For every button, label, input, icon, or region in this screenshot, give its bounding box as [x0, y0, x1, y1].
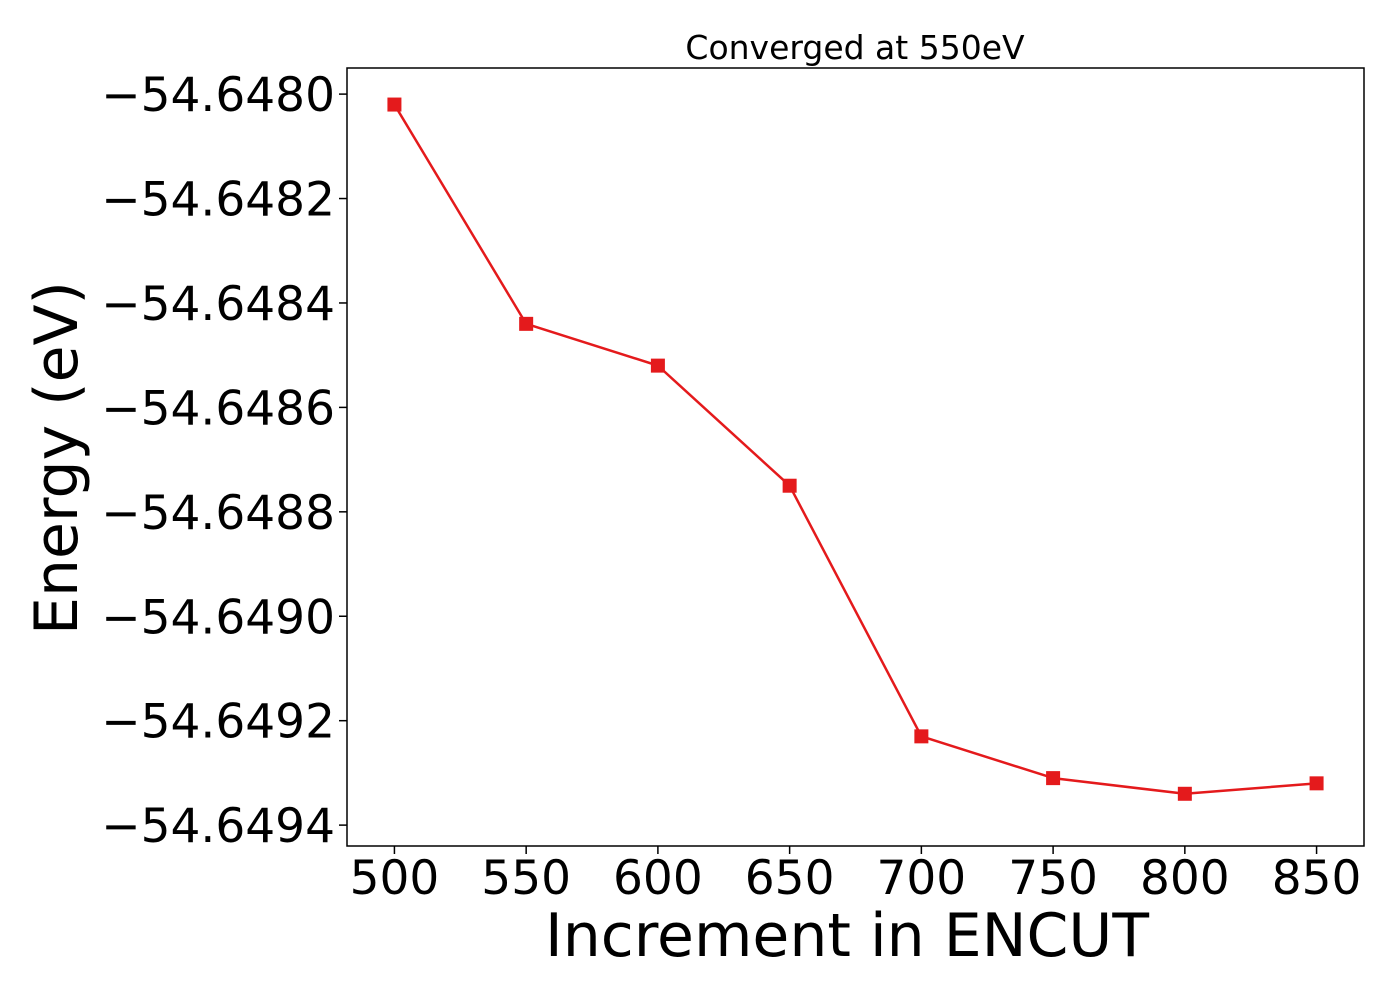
plot-area: [387, 97, 1324, 801]
x-tick-label: 800: [1140, 851, 1230, 906]
y-tick-label: −54.6486: [101, 381, 335, 436]
y-tick-label: −54.6482: [101, 173, 335, 228]
data-point-marker: [650, 358, 665, 373]
x-axis: 500 550 600 650 700 750 800 850: [350, 846, 1362, 906]
plot-frame: [346, 67, 1365, 847]
y-tick-label: −54.6480: [101, 68, 335, 123]
x-tick-label: 750: [1008, 851, 1098, 906]
x-tick-label: 600: [613, 851, 703, 906]
data-point-marker: [1309, 776, 1324, 791]
data-point-marker: [519, 316, 534, 331]
data-point-marker: [1177, 786, 1192, 801]
data-point-marker: [782, 478, 797, 493]
x-tick-label: 550: [481, 851, 571, 906]
x-tick-label: 850: [1272, 851, 1362, 906]
y-tick-label: −54.6492: [101, 695, 335, 750]
series-line: [393, 103, 1317, 796]
x-tick-label: 500: [350, 851, 440, 906]
y-tick-label: −54.6484: [101, 277, 335, 332]
x-tick-label: 650: [745, 851, 835, 906]
y-axis: −54.6480 −54.6482 −54.6484 −54.6486 −54.6488…: [101, 68, 347, 854]
x-tick-label: 700: [877, 851, 967, 906]
data-point-marker: [1046, 771, 1061, 786]
data-point-marker: [914, 729, 929, 744]
x-axis-label: Increment in ENCUT: [545, 901, 1149, 971]
data-point-marker: [387, 97, 402, 112]
chart-title: Converged at 550eV: [685, 28, 1025, 67]
y-axis-label: Energy (eV): [22, 281, 92, 635]
y-tick-label: −54.6488: [101, 486, 335, 541]
y-tick-label: −54.6494: [101, 799, 335, 854]
y-tick-label: −54.6490: [101, 590, 335, 645]
